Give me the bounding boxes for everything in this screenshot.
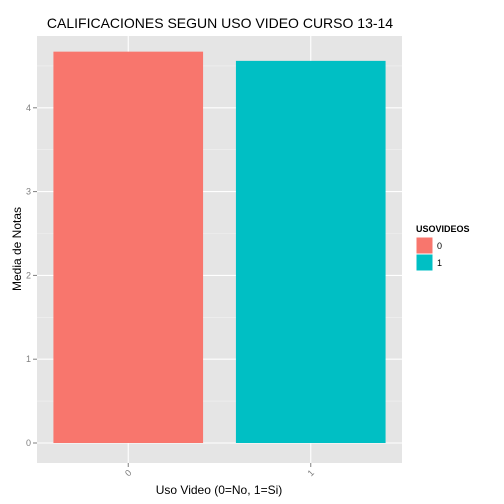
y-axis-title: Media de Notas — [10, 207, 24, 291]
x-tick-label: 0 — [123, 468, 134, 479]
y-tick-label: 2 — [26, 270, 31, 280]
bars — [53, 51, 386, 444]
x-tick-label: 1 — [305, 468, 316, 479]
legend-label-1: 1 — [437, 258, 442, 268]
legend-swatch-1 — [415, 253, 434, 272]
legend-label-0: 0 — [437, 241, 442, 251]
y-tick-label: 3 — [26, 187, 31, 197]
y-tick-label: 0 — [26, 438, 31, 448]
y-tick-label: 4 — [26, 103, 31, 113]
x-axis-title: Uso Video (0=No, 1=Si) — [156, 483, 283, 497]
legend: USOVIDEOS 0 1 — [415, 224, 470, 272]
legend-title: USOVIDEOS — [416, 224, 470, 234]
legend-swatch-0 — [415, 236, 434, 255]
y-tick-label: 1 — [26, 354, 31, 364]
chart-title: CALIFICACIONES SEGUN USO VIDEO CURSO 13-… — [47, 15, 393, 31]
y-axis-ticks: 0 1 2 3 4 — [26, 103, 37, 448]
bar-0 — [53, 51, 204, 444]
bar-1 — [235, 60, 386, 443]
